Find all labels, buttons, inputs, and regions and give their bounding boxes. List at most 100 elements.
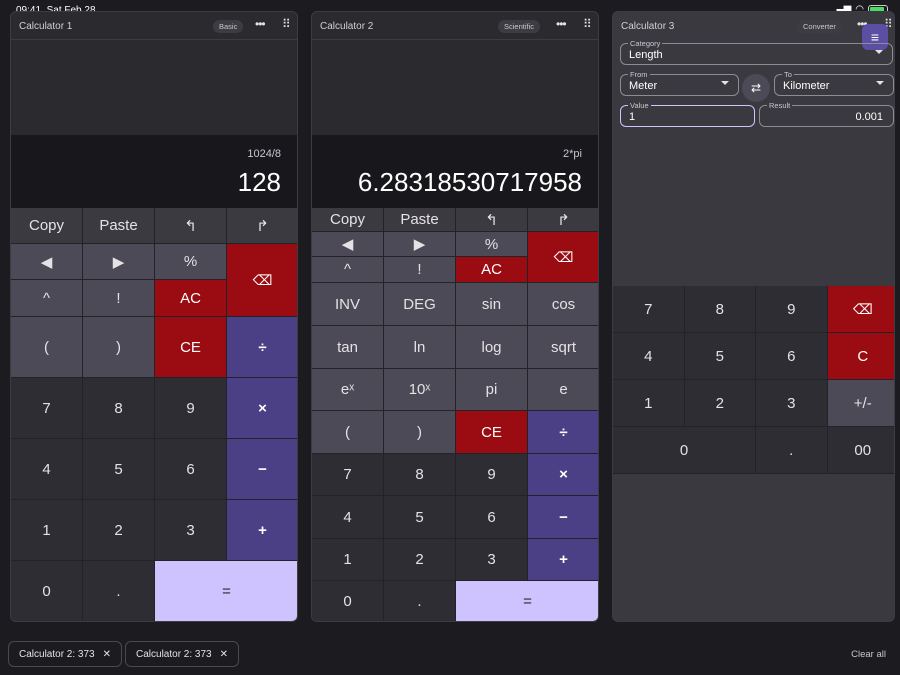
digit-4[interactable]: 4 xyxy=(312,496,384,539)
drag-grid-icon[interactable]: ⠿ xyxy=(884,17,893,31)
history-chip[interactable]: Calculator 2: 373 ✕ xyxy=(125,641,239,667)
decimal-button[interactable]: . xyxy=(756,427,828,474)
digit-7[interactable]: 7 xyxy=(11,378,83,439)
digit-6[interactable]: 6 xyxy=(456,496,528,539)
digit-2[interactable]: 2 xyxy=(384,539,456,581)
cursor-right-button[interactable]: ▶ xyxy=(83,244,155,280)
close-paren-button[interactable]: ) xyxy=(384,411,456,454)
clear-all-button[interactable]: Clear all xyxy=(851,649,886,660)
factorial-button[interactable]: ! xyxy=(384,257,456,283)
all-clear-button[interactable]: AC xyxy=(155,280,227,317)
copy-button[interactable]: Copy xyxy=(312,208,384,232)
factorial-button[interactable]: ! xyxy=(83,280,155,317)
plus-button[interactable]: + xyxy=(528,539,598,581)
digit-9[interactable]: 9 xyxy=(456,454,528,496)
paste-button[interactable]: Paste xyxy=(83,208,155,244)
backspace-icon[interactable]: ⌫ xyxy=(827,286,894,333)
digit-4[interactable]: 4 xyxy=(613,333,685,380)
e-button[interactable]: e xyxy=(528,369,598,411)
digit-6[interactable]: 6 xyxy=(756,333,828,380)
value-input[interactable]: Value 1 xyxy=(620,101,755,127)
multiply-button[interactable]: × xyxy=(227,378,297,439)
divide-button[interactable]: ÷ xyxy=(528,411,598,454)
menu-icon[interactable]: ≡ xyxy=(862,24,888,50)
equals-button[interactable]: = xyxy=(456,581,598,621)
double-zero-button[interactable]: 00 xyxy=(827,427,894,474)
undo-icon[interactable]: ↰ xyxy=(155,208,227,244)
cursor-left-button[interactable]: ◀ xyxy=(312,232,384,257)
digit-8[interactable]: 8 xyxy=(83,378,155,439)
all-clear-button[interactable]: AC xyxy=(456,257,528,283)
cursor-right-button[interactable]: ▶ xyxy=(384,232,456,257)
degree-button[interactable]: DEG xyxy=(384,283,456,326)
open-paren-button[interactable]: ( xyxy=(312,411,384,454)
to-unit-select[interactable]: To Kilometer xyxy=(774,70,894,96)
log-button[interactable]: log xyxy=(456,326,528,369)
more-dots-icon[interactable]: ••• xyxy=(255,17,266,31)
digit-0[interactable]: 0 xyxy=(613,427,756,474)
multiply-button[interactable]: × xyxy=(528,454,598,496)
inverse-button[interactable]: INV xyxy=(312,283,384,326)
drag-grid-icon[interactable]: ⠿ xyxy=(282,17,291,31)
digit-1[interactable]: 1 xyxy=(11,500,83,561)
negate-button[interactable]: +/- xyxy=(827,380,894,427)
cursor-left-button[interactable]: ◀ xyxy=(11,244,83,280)
decimal-button[interactable]: . xyxy=(384,581,456,621)
digit-8[interactable]: 8 xyxy=(684,286,756,333)
tan-button[interactable]: tan xyxy=(312,326,384,369)
digit-5[interactable]: 5 xyxy=(384,496,456,539)
digit-9[interactable]: 9 xyxy=(756,286,828,333)
power-button[interactable]: ^ xyxy=(312,257,384,283)
close-icon[interactable]: ✕ xyxy=(102,648,111,660)
sin-button[interactable]: sin xyxy=(456,283,528,326)
digit-3[interactable]: 3 xyxy=(756,380,828,427)
drag-grid-icon[interactable]: ⠿ xyxy=(583,17,592,31)
more-dots-icon[interactable]: ••• xyxy=(556,17,567,31)
clear-entry-button[interactable]: CE xyxy=(155,317,227,378)
plus-button[interactable]: + xyxy=(227,500,297,561)
from-unit-select[interactable]: From Meter xyxy=(620,70,739,96)
digit-6[interactable]: 6 xyxy=(155,439,227,500)
digit-8[interactable]: 8 xyxy=(384,454,456,496)
pi-button[interactable]: pi xyxy=(456,369,528,411)
redo-icon[interactable]: ↱ xyxy=(528,208,598,232)
percent-button[interactable]: % xyxy=(456,232,528,257)
percent-button[interactable]: % xyxy=(155,244,227,280)
digit-1[interactable]: 1 xyxy=(312,539,384,581)
equals-button[interactable]: = xyxy=(155,561,297,621)
decimal-button[interactable]: . xyxy=(83,561,155,621)
digit-7[interactable]: 7 xyxy=(613,286,685,333)
backspace-icon[interactable]: ⌫ xyxy=(227,244,297,317)
clear-entry-button[interactable]: CE xyxy=(456,411,528,454)
digit-4[interactable]: 4 xyxy=(11,439,83,500)
minus-button[interactable]: − xyxy=(227,439,297,500)
digit-2[interactable]: 2 xyxy=(83,500,155,561)
cos-button[interactable]: cos xyxy=(528,283,598,326)
digit-0[interactable]: 0 xyxy=(11,561,83,621)
digit-2[interactable]: 2 xyxy=(684,380,756,427)
divide-button[interactable]: ÷ xyxy=(227,317,297,378)
pow10-button[interactable]: 10ˣ xyxy=(384,369,456,411)
digit-3[interactable]: 3 xyxy=(155,500,227,561)
close-paren-button[interactable]: ) xyxy=(83,317,155,378)
more-dots-icon[interactable]: ••• xyxy=(857,17,868,31)
digit-5[interactable]: 5 xyxy=(83,439,155,500)
clear-button[interactable]: C xyxy=(827,333,894,380)
exp-button[interactable]: eˣ xyxy=(312,369,384,411)
digit-5[interactable]: 5 xyxy=(684,333,756,380)
digit-3[interactable]: 3 xyxy=(456,539,528,581)
digit-9[interactable]: 9 xyxy=(155,378,227,439)
digit-7[interactable]: 7 xyxy=(312,454,384,496)
history-chip[interactable]: Calculator 2: 373 ✕ xyxy=(8,641,122,667)
digit-1[interactable]: 1 xyxy=(613,380,685,427)
sqrt-button[interactable]: sqrt xyxy=(528,326,598,369)
backspace-icon[interactable]: ⌫ xyxy=(528,232,598,283)
close-icon[interactable]: ✕ xyxy=(219,648,228,660)
ln-button[interactable]: ln xyxy=(384,326,456,369)
redo-icon[interactable]: ↱ xyxy=(227,208,297,244)
power-button[interactable]: ^ xyxy=(11,280,83,317)
digit-0[interactable]: 0 xyxy=(312,581,384,621)
category-select[interactable]: Category Length xyxy=(620,39,893,65)
swap-icon[interactable]: ⇄ xyxy=(742,74,770,102)
paste-button[interactable]: Paste xyxy=(384,208,456,232)
